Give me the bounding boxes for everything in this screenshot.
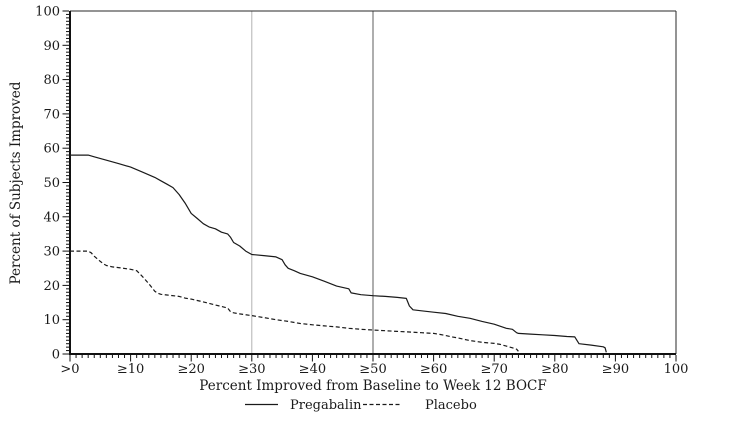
plot-generated-layer: 0 10 20 30 40 50 60 70 80 90 100 >0 ≥10 ≥20 ≥30 ≥40 ≥50 ≥… [35,5,688,378]
y-tick-label-70: 70 [43,107,60,122]
y-tick-label-10: 10 [43,313,60,328]
x-axis-title: Percent Improved from Baseline to Week 1… [199,378,546,394]
y-tick-label-20: 20 [43,279,60,294]
x-tick-label-5: ≥50 [359,362,386,377]
y-tick-label-50: 50 [43,176,60,191]
x-tick-label-10: 100 [664,362,689,377]
y-tick-label-60: 60 [43,142,60,157]
x-tick-label-2: ≥20 [177,362,204,377]
x-tick-label-6: ≥60 [420,362,447,377]
series-line-pregabalin [70,154,607,353]
legend-label-placebo: Placebo [425,398,477,413]
x-tick-label-4: ≥40 [299,362,326,377]
x-tick-label-7: ≥70 [480,362,507,377]
series-line-placebo [70,250,519,352]
y-axis-title: Percent of Subjects Improved [8,81,24,284]
y-tick-label-30: 30 [43,245,60,260]
legend-label-pregabalin: Pregabalin [290,398,362,413]
y-tick-label-80: 80 [43,73,60,88]
x-tick-label-9: ≥90 [602,362,629,377]
x-tick-label-0: >0 [60,362,79,377]
legend: Pregabalin Placebo [245,398,477,413]
y-tick-label-0: 0 [52,348,60,363]
x-tick-label-3: ≥30 [238,362,265,377]
y-tick-label-100: 100 [35,5,60,20]
y-tick-label-90: 90 [43,39,60,54]
x-tick-label-8: ≥80 [541,362,568,377]
x-tick-label-1: ≥10 [117,362,144,377]
y-tick-label-40: 40 [43,210,60,225]
